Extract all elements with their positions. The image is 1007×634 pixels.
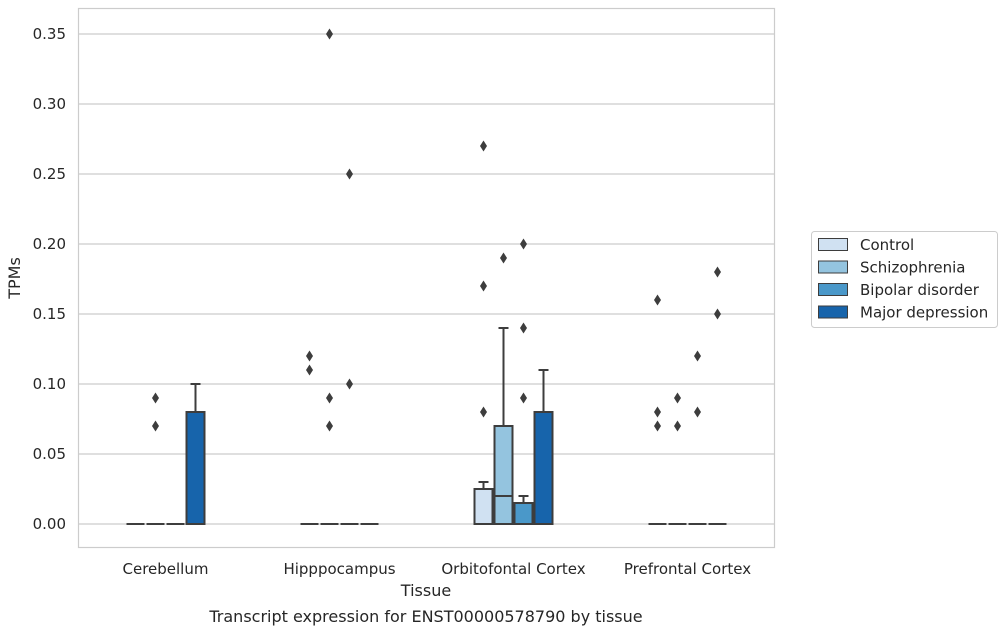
legend-swatch [818,305,848,319]
x-axis-ticks: Cerebellum Hipppocampus Orbitofontal Corte… [123,560,752,578]
outlier-point [480,280,487,292]
outlier-point [654,406,661,418]
box-group [708,266,727,525]
chart-title: Transcript expression for ENST0000057879… [208,607,642,626]
y-axis-title: TPMs [5,257,24,300]
legend-label: Bipolar disorder [860,281,980,299]
outlier-point [326,420,333,432]
outlier-point [694,406,701,418]
x-tick-label: Orbitofontal Cortex [441,560,585,578]
box [185,411,206,525]
outlier-point [346,168,353,180]
box [533,411,554,525]
x-tick-label: Cerebellum [123,560,209,578]
outlier-point [306,350,313,362]
y-tick-label: 0.20 [33,235,66,253]
plot-frame [77,7,776,549]
outlier-point [480,406,487,418]
box-group [320,28,339,525]
outlier-point [714,266,721,278]
box-group [648,294,667,525]
x-tick-label: Prefrontal Cortex [624,560,751,578]
box [493,425,514,525]
legend-label: Schizophrenia [860,259,965,277]
outlier-point [520,392,527,404]
outlier-point [714,308,721,320]
legend-label: Control [860,236,914,254]
legend-swatch [818,283,848,296]
outlier-point [674,420,681,432]
outlier-point [500,252,507,264]
outlier-point [520,322,527,334]
box-group [473,140,494,525]
legend-swatch [818,260,848,274]
y-tick-label: 0.05 [33,445,66,463]
box-group [533,369,554,525]
legend: Control Schizophrenia Bipolar disorder Majo… [811,231,998,328]
outlier-point [654,420,661,432]
box-group [493,252,514,525]
y-tick-label: 0.25 [33,165,66,183]
x-axis-title: Tissue [400,581,451,600]
box-group [513,238,534,525]
box [513,502,534,525]
legend-frame [811,231,998,328]
y-tick-label: 0.00 [33,515,66,533]
outlier-point [694,350,701,362]
box-group [185,383,206,525]
box-plot-marks [126,28,727,525]
y-tick-label: 0.30 [33,95,66,113]
outlier-point [674,392,681,404]
outlier-point [520,238,527,250]
outlier-point [306,364,313,376]
box-group [668,392,687,525]
legend-swatch [818,238,848,251]
box [473,488,494,525]
y-axis-ticks: 0.00 0.05 0.10 0.15 0.20 0.25 0.30 0.35 [33,25,66,533]
outlier-point [346,378,353,390]
gridlines [78,33,775,525]
box-group [146,392,165,525]
outlier-point [480,140,487,152]
box-group [688,350,707,525]
outlier-point [152,420,159,432]
box-group [340,168,359,525]
x-tick-label: Hipppocampus [283,560,395,578]
box-group [300,350,319,525]
outlier-point [326,28,333,40]
y-tick-label: 0.35 [33,25,66,43]
outlier-point [152,392,159,404]
y-tick-label: 0.10 [33,375,66,393]
legend-label: Major depression [860,304,988,322]
outlier-point [654,294,661,306]
y-tick-label: 0.15 [33,305,66,323]
outlier-point [326,392,333,404]
